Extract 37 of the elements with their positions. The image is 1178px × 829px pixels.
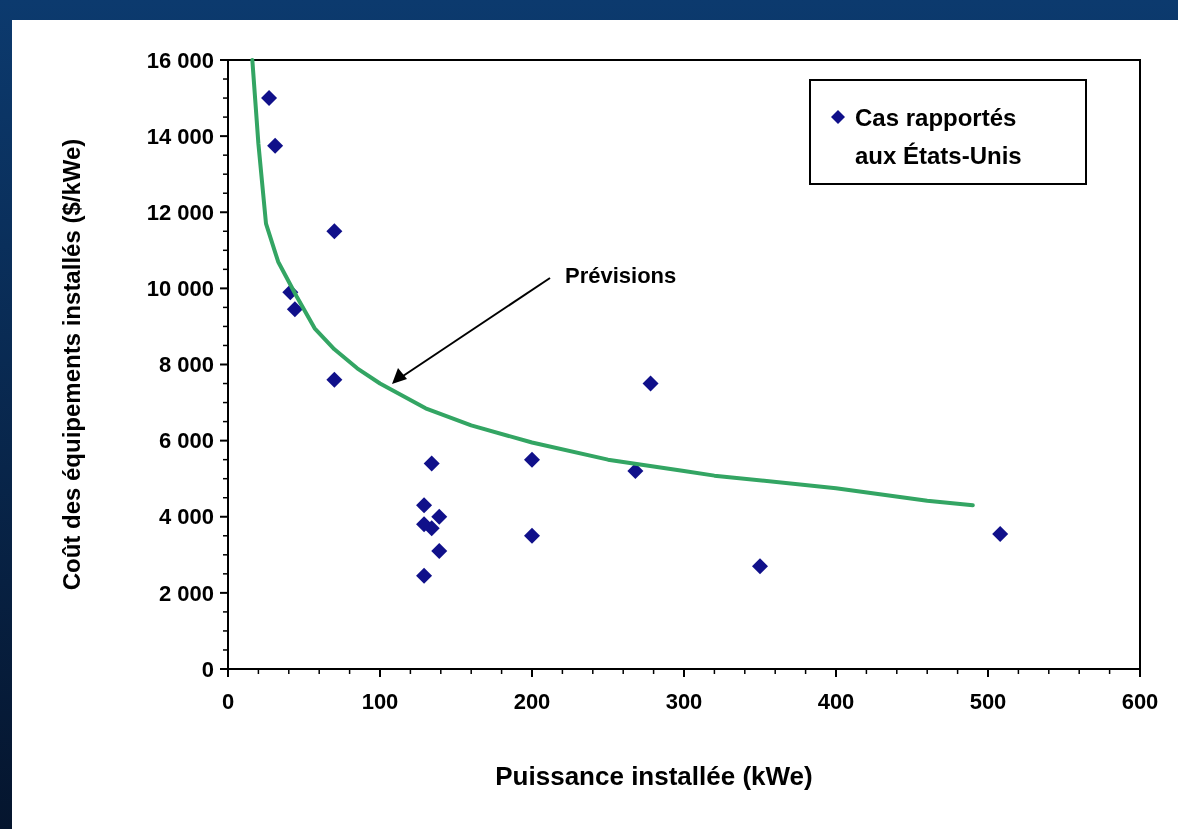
legend-label: Cas rapportés aux États-Unis — [855, 104, 1022, 169]
x-tick-label: 400 — [817, 689, 855, 714]
y-tick-label: 12 000 — [146, 199, 214, 225]
point — [261, 90, 278, 107]
point — [524, 527, 540, 544]
x-tick-label: 100 — [361, 689, 399, 714]
point — [752, 558, 768, 575]
point — [431, 543, 448, 560]
point — [431, 508, 448, 525]
point — [423, 455, 440, 472]
x-tick-label: 300 — [665, 689, 703, 714]
x-tick-label: 0 — [221, 689, 235, 714]
point — [416, 497, 433, 514]
point — [627, 463, 644, 480]
y-tick-label: 10 000 — [146, 276, 214, 302]
y-axis-title: Coût des équipements installés ($/kWe) — [58, 138, 85, 591]
y-tick-label: 14 000 — [146, 123, 214, 149]
y-tick-label: 2 000 — [158, 580, 214, 606]
x-tick-label: 500 — [969, 689, 1007, 714]
y-tick-label: 16 000 — [146, 47, 214, 73]
point — [326, 371, 343, 388]
point — [992, 525, 1009, 542]
point — [416, 567, 433, 584]
x-tick-label: 200 — [513, 689, 551, 714]
y-tick-label: 4 000 — [158, 504, 214, 530]
point — [642, 375, 659, 392]
point — [524, 451, 540, 468]
y-tick-label: 6 000 — [158, 428, 214, 454]
point — [423, 520, 440, 537]
point — [267, 137, 284, 154]
point — [286, 301, 303, 318]
x-axis-title: Puissance installée (kWe) — [495, 761, 813, 791]
point — [326, 223, 343, 240]
y-tick-label: 8 000 — [158, 352, 214, 378]
x-tick-label: 600 — [1121, 689, 1159, 714]
annotation: Prévisions — [565, 263, 677, 288]
y-tick-label: 0 — [201, 656, 214, 682]
